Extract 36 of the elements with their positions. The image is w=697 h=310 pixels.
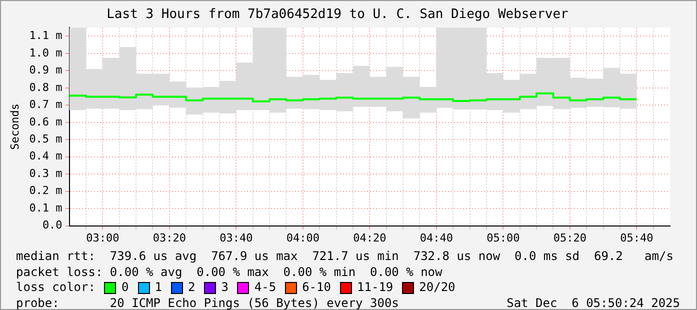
legend-label: 1 [154,280,162,296]
legend-title: loss color: [16,280,96,296]
legend-label: 4-5 [254,280,276,296]
legend-label: 0 [121,280,129,296]
text: probe: 20 ICMP Echo Pings (56 Bytes) every 300s [16,296,399,310]
x-tick-label: 05:00 [486,231,520,244]
y-tick-label: 0.3 m [29,166,63,180]
legend-label: 11-19 [357,280,394,296]
y-tick-label: 0.0 [42,218,62,232]
y-axis-title: Seconds [8,104,22,150]
x-tick-label: 05:20 [553,231,586,244]
y-tick-label: 0.9 m [29,64,63,77]
y-tick-label: 1.0 m [29,46,63,60]
legend-label: 20/20 [419,280,456,296]
y-tick-label: 0.8 m [29,80,63,94]
y-tick-label: 0.1 m [29,201,63,214]
text: packet loss: 0.00 % avg 0.00 % max 0.00 % min 0.00 % now [16,264,444,280]
y-tick-label: 0.2 m [29,184,63,198]
x-tick-label: 03:40 [220,231,253,244]
x-tick-label: 05:40 [620,231,654,244]
x-tick-label: 04:00 [286,231,320,244]
chart-title: Last 3 Hours from 7b7a06452d19 to U. C. San Diego Webserver [106,7,569,22]
x-tick-label: 04:40 [420,231,453,244]
y-tick-label: 0.5 m [29,132,63,146]
y-tick-label: 0.7 m [29,98,63,112]
y-tick-label: 0.6 m [29,115,63,128]
x-tick-label: 03:00 [86,231,120,244]
legend-label: 6-10 [302,280,332,296]
x-tick-label: 04:20 [353,231,386,244]
text: Sat Dec 6 05:50:24 2025 [506,296,680,310]
x-tick-label: 03:20 [152,231,186,244]
legend-label: 3 [221,280,228,296]
y-tick-label: 0.4 m [29,150,63,163]
y-tick-label: 1.1 m [29,29,63,42]
legend-label: 2 [188,280,196,296]
text: median rtt: 739.6 us avg 767.9 us max 721.7 us min 732.8 us now 0.0 ms sd 69.2 am/s [16,249,674,264]
